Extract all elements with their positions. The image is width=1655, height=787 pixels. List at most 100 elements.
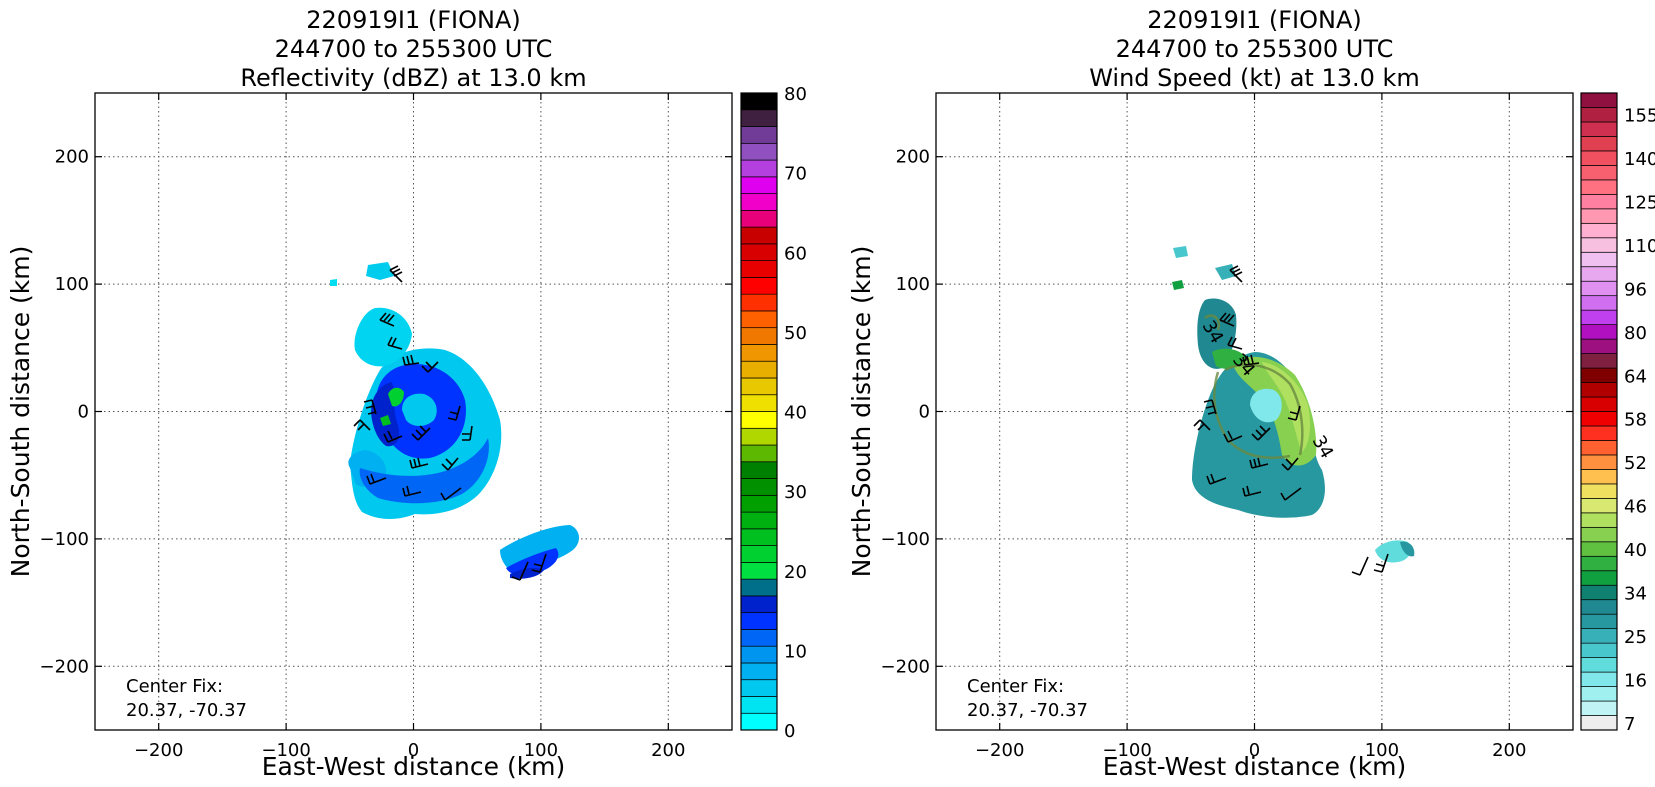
colorbar-segment: [1580, 266, 1618, 282]
colorbar-segment: [1580, 425, 1618, 441]
colorbar-segment: [740, 629, 778, 647]
y-tick-label: −100: [40, 529, 89, 550]
colorbar-segment: [740, 427, 778, 446]
x-tick-label: −100: [261, 740, 310, 761]
colorbar-segment: [740, 260, 778, 278]
x-tick-label: 0: [1249, 740, 1260, 761]
colorbar-segment: [1580, 469, 1618, 485]
colorbar-segment: [1580, 309, 1618, 325]
echo-southeast-cell: [500, 525, 579, 572]
chart-title-line-1: 220919I1 (FIONA): [1147, 6, 1361, 34]
colorbar-segment: [740, 478, 778, 496]
colorbar-segment: [1580, 541, 1618, 557]
colorbar-tick-label: 30: [784, 482, 807, 503]
colorbar-segment: [740, 528, 778, 546]
wind-speed-field: [1172, 246, 1415, 563]
colorbar-tick-label: 140: [1624, 149, 1655, 170]
colorbar-segment: [740, 679, 778, 697]
colorbar-segment: [1580, 570, 1618, 586]
wind-barb: [379, 312, 395, 327]
colorbar-segment: [1580, 715, 1618, 731]
colorbar-tick-label: 10: [784, 641, 807, 662]
colorbar-segment: [1580, 555, 1618, 572]
wind-barb: [402, 485, 422, 497]
colorbar-segment: [740, 126, 778, 144]
colorbar-segment: [740, 712, 778, 731]
colorbar-segment: [1580, 671, 1618, 687]
colorbar-segment: [1580, 338, 1618, 354]
reflectivity-ticks: −200 −100 0 100 200 −200 −100 0 100 200: [40, 93, 732, 761]
colorbar-segment: [740, 411, 778, 429]
wind-barb: [363, 399, 377, 415]
colorbar-segment: [1580, 657, 1618, 673]
x-tick-label: 200: [1492, 740, 1526, 761]
wind-barb: [1223, 430, 1243, 443]
colorbar-tick-label: 40: [784, 403, 807, 424]
colorbar-segment: [740, 344, 778, 362]
colorbar-segment: [740, 394, 778, 412]
colorbar-segment: [1580, 324, 1618, 340]
colorbar-segment: [1580, 498, 1618, 514]
wind-barb: [440, 487, 462, 501]
y-axis-label: North-South distance (km): [847, 246, 876, 578]
colorbar-segment: [740, 377, 778, 396]
wind-field-green-band: [1212, 348, 1246, 369]
colorbar-segment: [1580, 92, 1618, 108]
colorbar-segment: [1580, 136, 1618, 152]
chart-title-line-1: 220919I1 (FIONA): [306, 6, 520, 34]
echo-small-north: [366, 262, 394, 280]
y-tick-label: −200: [40, 656, 89, 677]
wind-barb: [366, 473, 387, 485]
colorbar-segment: [1580, 150, 1618, 166]
colorbar-tick-label: 16: [1624, 670, 1647, 691]
colorbar-segment: [740, 226, 778, 245]
colorbar-segment: [1580, 686, 1618, 702]
chart-title-line-3: Reflectivity (dBZ) at 13.0 km: [240, 64, 586, 92]
colorbar-segment: [1580, 251, 1618, 268]
y-tick-label: 200: [55, 147, 89, 168]
colorbar-segment: [1580, 121, 1618, 137]
echo-green-cell: [388, 387, 404, 407]
colorbar-segment: [1580, 700, 1618, 716]
wind-barb: [531, 553, 547, 573]
colorbar-segment: [1580, 382, 1618, 398]
x-axis-label: East-West distance (km): [1103, 752, 1407, 781]
y-tick-label: −100: [881, 529, 930, 550]
colorbar-segment: [740, 444, 778, 463]
colorbar-tick-label: 7: [1624, 714, 1635, 735]
colorbar-segment: [1580, 440, 1618, 456]
wind-field-speck-2: [1172, 280, 1184, 290]
colorbar-segment: [740, 360, 778, 379]
wind-barb: [1280, 487, 1302, 501]
colorbar-tick-label: 50: [784, 323, 807, 344]
colorbar-tick-label: 20: [784, 562, 807, 583]
colorbar-tick-label: 46: [1624, 497, 1647, 518]
colorbar-tick-label: 70: [784, 164, 807, 185]
wind-barb: [462, 425, 473, 441]
echo-speck-north: [330, 279, 337, 286]
colorbar-segment: [1580, 526, 1618, 543]
colorbar-frame: [1580, 92, 1618, 731]
colorbar-segment: [1580, 483, 1618, 499]
y-tick-label: −200: [881, 656, 930, 677]
wind-barbs-reflectivity: [353, 265, 547, 581]
wind-barb: [402, 354, 420, 366]
colorbar-segment: [740, 310, 778, 329]
x-tick-label: 100: [1365, 740, 1399, 761]
colorbar-segment: [740, 159, 778, 178]
colorbar-segment: [740, 176, 778, 194]
colorbar-segment: [740, 142, 778, 161]
colorbar-segment: [740, 109, 778, 127]
colorbar-segment: [740, 277, 778, 295]
wind-barb: [511, 561, 529, 581]
wind-field-speck: [1173, 246, 1188, 258]
colorbar-tick-label: 58: [1624, 410, 1647, 431]
colorbar-segment: [740, 612, 778, 630]
colorbar-segment: [1580, 613, 1618, 630]
colorbar-segment: [740, 293, 778, 312]
colorbar-segment: [740, 461, 778, 479]
wind-barb: [1373, 553, 1389, 573]
colorbar-frame: [740, 92, 778, 731]
x-tick-label: −100: [1102, 740, 1151, 761]
